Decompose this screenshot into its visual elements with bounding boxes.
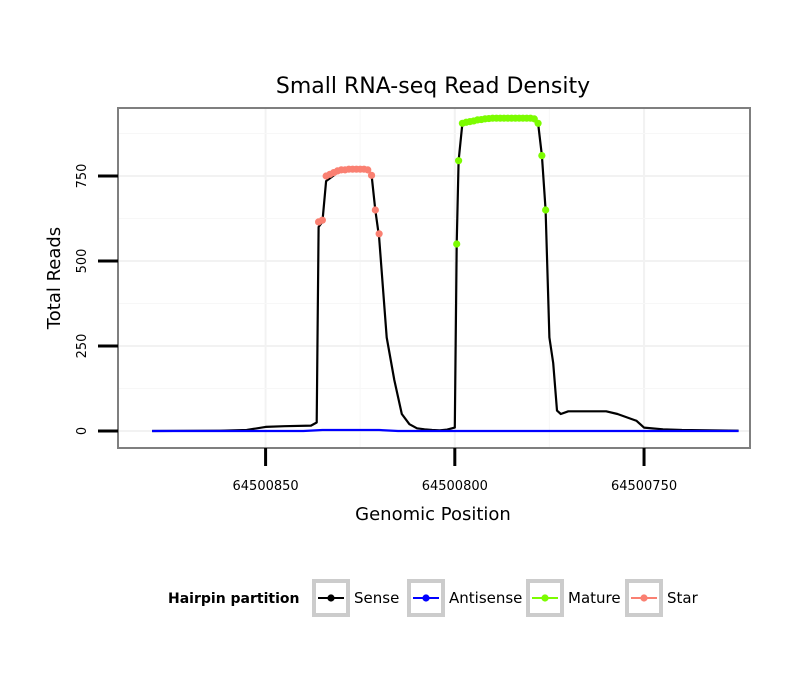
legend: Hairpin partition Sense Antisense Mature St… bbox=[168, 579, 699, 617]
legend-label: Sense bbox=[354, 589, 399, 607]
plot-panel bbox=[117, 107, 751, 449]
star-point bbox=[364, 166, 372, 174]
legend-label: Antisense bbox=[449, 589, 522, 607]
x-axis-title: Genomic Position bbox=[355, 504, 511, 525]
legend-key-point bbox=[640, 594, 648, 602]
mature-point bbox=[534, 119, 542, 127]
y-tick-label: 500 bbox=[75, 249, 90, 274]
y-axis-title: Total Reads bbox=[44, 227, 65, 330]
legend-entry-star: Star bbox=[625, 579, 699, 617]
sense-line bbox=[152, 117, 739, 433]
legend-entry-sense: Sense bbox=[312, 579, 399, 617]
star-point bbox=[367, 171, 376, 179]
legend-key-point bbox=[541, 594, 549, 602]
legend-key-point bbox=[422, 594, 430, 602]
mature-point bbox=[453, 240, 461, 248]
star-point bbox=[318, 216, 326, 224]
legend-title: Hairpin partition bbox=[168, 591, 299, 607]
plot-grid bbox=[118, 108, 750, 448]
y-tick-label: 250 bbox=[75, 334, 90, 359]
star-point bbox=[371, 206, 379, 214]
legend-entry-mature: Mature bbox=[526, 579, 621, 617]
legend-key-point bbox=[327, 594, 335, 602]
x-tick-label: 64500750 bbox=[611, 479, 677, 494]
series-points bbox=[314, 114, 550, 248]
mature-point bbox=[454, 157, 463, 165]
antisense-line bbox=[152, 428, 739, 433]
series-lines bbox=[152, 117, 739, 433]
mature-point bbox=[542, 206, 550, 214]
y-tick-label: 750 bbox=[75, 164, 90, 189]
legend-entry-antisense: Antisense bbox=[407, 579, 522, 617]
y-tick-label: 0 bbox=[75, 427, 90, 435]
y-axis: 0 250 500 750 bbox=[75, 164, 118, 435]
mature-point bbox=[538, 152, 546, 160]
chart-title: Small RNA-seq Read Density bbox=[276, 74, 590, 99]
x-tick-label: 64500850 bbox=[233, 479, 299, 494]
x-axis: 64500850 64500800 64500750 bbox=[233, 448, 677, 494]
legend-label: Mature bbox=[568, 589, 621, 607]
legend-label: Star bbox=[667, 589, 699, 607]
star-point bbox=[375, 230, 383, 238]
x-tick-label: 64500800 bbox=[422, 479, 488, 494]
